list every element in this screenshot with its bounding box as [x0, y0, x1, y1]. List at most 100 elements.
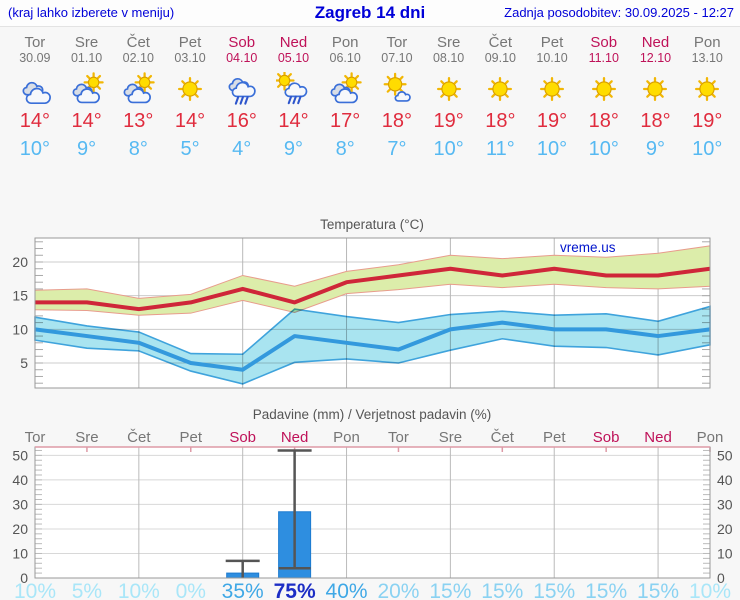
forecast-day-column: Ned 05.10 14° 9° [268, 27, 320, 162]
precip-day-label: Pet [180, 429, 203, 446]
min-temperature: 9° [645, 138, 666, 160]
precip-chart-title: Padavine (mm) / Verjetnost padavin (%) [253, 407, 492, 422]
day-name: Pon [331, 34, 359, 51]
precip-probability-label: 10% [689, 580, 731, 600]
min-temperature: 10° [588, 138, 619, 160]
temp-y-tick-label: 5 [20, 355, 28, 371]
day-date: 05.10 [277, 51, 310, 65]
precip-day-label: Pet [543, 429, 566, 446]
min-temperature: 8° [335, 138, 355, 160]
forecast-strip: Tor 30.09 14° 10° Sre 01.10 14° 9° Čet 02.10 13° 8°… [9, 27, 733, 162]
max-temperature: 19° [433, 110, 464, 132]
day-name: Sob [590, 34, 618, 51]
day-date: 03.10 [174, 51, 206, 65]
min-temperature: 9° [283, 138, 304, 160]
day-date: 02.10 [122, 51, 154, 65]
precip-y-tick-label: 0 [20, 570, 28, 586]
page-title: Zagreb 14 dni [314, 3, 426, 22]
max-temperature: 14° [19, 110, 50, 132]
temp-y-tick-label: 10 [12, 321, 28, 337]
sunny-icon [432, 72, 466, 106]
precip-probability-label: 15% [533, 580, 575, 600]
max-temperature: 18° [640, 110, 671, 132]
day-name: Tor [24, 34, 46, 51]
forecast-day-column: Sob 04.10 16° 4° [216, 27, 268, 162]
precip-y-tick-label: 20 [717, 521, 733, 537]
temp-y-tick-label: 15 [12, 288, 28, 304]
precip-probability-label: 5% [72, 580, 102, 600]
forecast-day-column: Sre 08.10 19° 10° [423, 27, 475, 162]
forecast-day-column: Sob 11.10 18° 10° [578, 27, 630, 162]
precip-probability-label: 40% [326, 580, 368, 600]
precip-y-tick-label: 40 [717, 472, 733, 488]
day-date: 09.10 [484, 51, 516, 65]
day-name: Čet [488, 34, 512, 51]
max-temperature: 16° [226, 110, 257, 132]
max-temperature: 19° [536, 110, 568, 132]
forecast-day-column: Čet 02.10 13° 8° [112, 27, 164, 162]
tmin-line [34, 320, 711, 372]
precip-probability-label: 20% [377, 580, 419, 600]
precip-probability-label: 15% [637, 580, 679, 600]
precip-day-label: Ned [644, 429, 672, 446]
day-name: Pet [540, 34, 564, 51]
precip-y-tick-label: 30 [12, 496, 28, 512]
precip-probability-label: 35% [222, 580, 264, 600]
sunny-icon [535, 72, 569, 106]
precip-y-tick-label: 10 [12, 545, 28, 561]
day-name: Sob [228, 34, 256, 51]
tmax-line [35, 266, 711, 312]
min-temperature: 8° [128, 138, 148, 160]
location-menu-hint[interactable]: (kraj lahko izberete v meniju) [8, 5, 175, 20]
page-header: (kraj lahko izberete v meniju) Zagreb 14… [0, 0, 740, 27]
max-temperature: 14° [174, 110, 206, 132]
rain-icon [225, 72, 259, 106]
min-temperature: 10° [692, 138, 723, 160]
max-temperature: 17° [330, 110, 361, 132]
precip-probability-label: 0% [176, 580, 206, 600]
min-temperature: 10° [19, 138, 50, 160]
day-date: 01.10 [70, 51, 103, 65]
precip-y-tick-label: 20 [12, 521, 28, 537]
min-temperature: 7° [387, 138, 407, 160]
precip-probability-label: 10% [118, 580, 160, 600]
precip-day-label: Pon [697, 429, 724, 446]
min-temperature: 11° [485, 138, 515, 160]
day-name: Ned [641, 34, 670, 51]
forecast-day-column: Čet 09.10 18° 11° [474, 27, 526, 162]
precip-day-label: Tor [388, 429, 409, 446]
forecast-day-column: Pon 06.10 17° 8° [319, 27, 371, 162]
day-date: 07.10 [381, 51, 413, 65]
temperature-chart: 20 15 10 5 Temperatura (°C) vreme.us [12, 217, 711, 389]
sun-rain-icon [276, 72, 310, 106]
forecast-day-column: Tor 07.10 18° 7° [371, 27, 423, 162]
partly-cloudy-icon [121, 72, 156, 106]
day-date: 13.10 [691, 51, 723, 65]
forecast-day-column: Pon 13.10 19° 10° [681, 27, 733, 162]
sunny-icon [587, 72, 621, 106]
last-update-text: Zadnja posodobitev: 30.09.2025 - 12:27 [504, 5, 734, 20]
day-date: 12.10 [639, 51, 672, 65]
day-name: Sre [74, 34, 99, 51]
precip-y-tick-label: 30 [717, 496, 733, 512]
sunny-icon [483, 72, 517, 106]
min-temperature: 5° [180, 138, 200, 160]
forecast-day-column: Ned 12.10 18° 9° [630, 27, 682, 162]
precip-probability-label: 10% [14, 580, 56, 600]
sunny-icon [638, 72, 672, 106]
sunny-icon [173, 72, 207, 106]
temp-chart-title: Temperatura (°C) [320, 217, 424, 232]
precip-y-tick-label: 40 [12, 472, 28, 488]
precip-y-tick-label: 50 [717, 447, 733, 463]
precip-y-tick-label: 50 [12, 447, 28, 463]
sunny-icon [690, 72, 724, 106]
min-temperature: 10° [536, 138, 568, 160]
min-temperature: 9° [77, 138, 97, 160]
precip-day-label: Tor [25, 429, 46, 446]
max-temperature: 19° [692, 110, 723, 132]
precip-y-tick-label: 10 [717, 545, 733, 561]
min-temperature: 10° [433, 138, 464, 160]
precip-probability-label: 15% [429, 580, 471, 600]
